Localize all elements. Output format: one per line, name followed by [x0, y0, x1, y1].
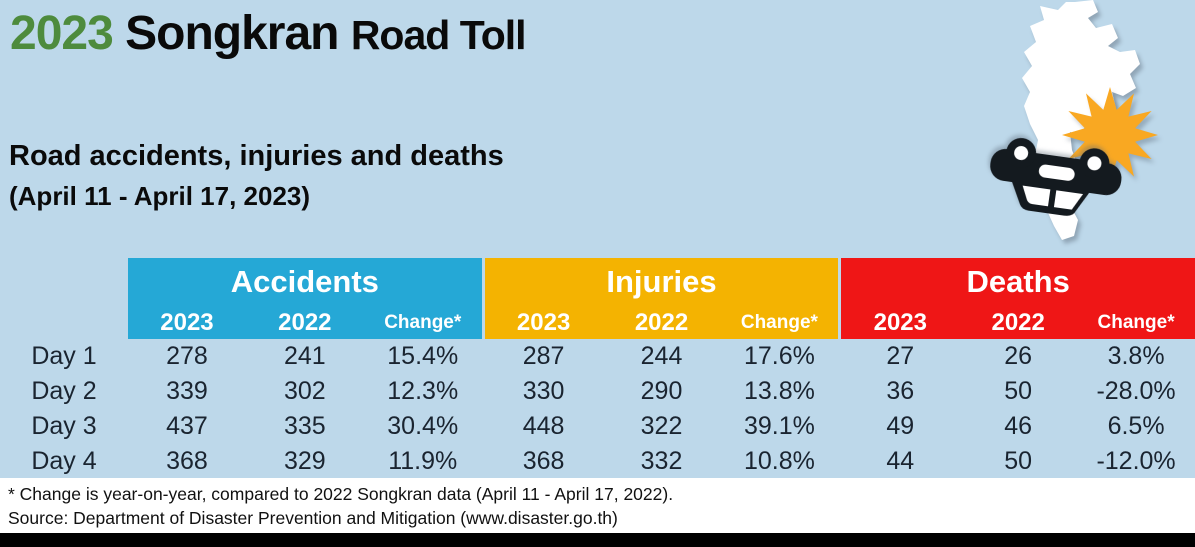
- value-cell: 368: [166, 447, 208, 475]
- deaths-cells: 44 50 -12.0%: [841, 444, 1195, 479]
- subheader-2023: 2023: [516, 308, 571, 336]
- table-row-day1: Day 1 278 241 15.4% 287 244 17.6% 27 26 …: [0, 339, 1195, 374]
- injuries-cells: 368 332 10.8%: [485, 444, 839, 479]
- group-title-injuries: Injuries: [606, 264, 717, 299]
- subheader-change: Change*: [384, 311, 462, 333]
- value-cell: 17.6%: [743, 342, 815, 370]
- column-group-deaths: Deaths 2023 2022 Change*: [841, 258, 1195, 339]
- value-cell: 330: [522, 377, 565, 405]
- title-main: Songkran: [112, 7, 351, 60]
- subheader-2023: 2023: [160, 308, 214, 336]
- value-cell: 287: [522, 342, 565, 370]
- injuries-cells: 330 290 13.8%: [485, 374, 839, 409]
- table-header: Accidents 2023 2022 Change* Injuries 202…: [0, 258, 1195, 339]
- overturned-car-icon: [990, 138, 1122, 216]
- value-cell: 332: [640, 447, 683, 475]
- value-cell: 11.9%: [388, 447, 458, 475]
- value-cell: 3.8%: [1107, 342, 1165, 370]
- title-year: 2023: [10, 7, 114, 60]
- day-column-spacer: [0, 258, 128, 339]
- subtitle: Road accidents, injuries and deaths (Apr…: [9, 140, 504, 212]
- value-cell: 368: [522, 447, 565, 475]
- value-cell: 241: [283, 342, 326, 370]
- subheader-2022: 2022: [278, 308, 332, 336]
- subtitle-line2: (April 11 - April 17, 2023): [9, 181, 311, 212]
- value-cell: 290: [640, 377, 683, 405]
- value-cell: 36: [886, 377, 915, 405]
- value-cell: 322: [640, 412, 683, 440]
- value-cell: 30.4%: [387, 412, 459, 440]
- value-cell: 335: [283, 412, 326, 440]
- value-cell: 27: [886, 342, 915, 370]
- deaths-cells: 49 46 6.5%: [841, 409, 1195, 444]
- row-label: Day 2: [31, 377, 97, 405]
- accidents-cells: 437 335 30.4%: [128, 409, 482, 444]
- value-cell: -12.0%: [1096, 447, 1176, 475]
- value-cell: 448: [522, 412, 565, 440]
- value-cell: 12.3%: [387, 377, 459, 405]
- title-suffix: Road Toll: [350, 12, 527, 58]
- value-cell: 244: [640, 342, 683, 370]
- value-cell: 278: [166, 342, 208, 370]
- subtitle-line1: Road accidents, injuries and deaths: [9, 140, 504, 172]
- group-title-accidents: Accidents: [230, 264, 379, 299]
- value-cell: -28.0%: [1096, 377, 1176, 405]
- road-toll-table: Accidents 2023 2022 Change* Injuries 202…: [0, 258, 1195, 479]
- value-cell: 437: [166, 412, 208, 440]
- accidents-cells: 339 302 12.3%: [128, 374, 482, 409]
- value-cell: 10.8%: [743, 447, 815, 475]
- value-cell: 49: [886, 412, 915, 440]
- column-group-accidents: Accidents 2023 2022 Change*: [128, 258, 482, 339]
- value-cell: 15.4%: [387, 342, 459, 370]
- subheaders-deaths: 2023 2022 Change*: [841, 306, 1195, 339]
- subheaders-injuries: 2023 2022 Change*: [485, 306, 839, 339]
- table-row-day4: Day 4 368 329 11.9% 368 332 10.8% 44 50 …: [0, 444, 1195, 479]
- deaths-cells: 27 26 3.8%: [841, 339, 1195, 374]
- column-group-injuries: Injuries 2023 2022 Change*: [484, 258, 839, 339]
- deaths-cells: 36 50 -28.0%: [841, 374, 1195, 409]
- subheader-change: Change*: [740, 311, 818, 333]
- accidents-cells: 278 241 15.4%: [128, 339, 482, 374]
- page-title: 2023 Songkran Road Toll: [10, 7, 527, 60]
- footer: * Change is year-on-year, compared to 20…: [0, 478, 1195, 533]
- value-cell: 6.5%: [1107, 412, 1165, 440]
- row-label: Day 1: [31, 342, 97, 370]
- row-label: Day 4: [31, 447, 97, 475]
- subheader-2023: 2023: [873, 308, 927, 336]
- crash-graphic: [975, 0, 1195, 252]
- footnote: * Change is year-on-year, compared to 20…: [8, 484, 674, 504]
- injuries-cells: 448 322 39.1%: [485, 409, 839, 444]
- accidents-cells: 368 329 11.9%: [128, 444, 482, 479]
- value-cell: 329: [283, 447, 326, 475]
- bottom-black-bar: [0, 533, 1195, 547]
- value-cell: 302: [283, 377, 326, 405]
- value-cell: 50: [1004, 377, 1033, 405]
- group-title-deaths: Deaths: [966, 264, 1070, 299]
- value-cell: 50: [1004, 447, 1033, 475]
- value-cell: 339: [166, 377, 208, 405]
- injuries-cells: 287 244 17.6%: [485, 339, 839, 374]
- value-cell: 44: [886, 447, 915, 475]
- row-label: Day 3: [31, 412, 97, 440]
- crash-burst-icon: [1062, 87, 1158, 183]
- value-cell: 13.8%: [743, 377, 815, 405]
- subheader-2022: 2022: [991, 308, 1045, 336]
- subheader-2022: 2022: [634, 308, 689, 336]
- table-row-day3: Day 3 437 335 30.4% 448 322 39.1% 49 46 …: [0, 409, 1195, 444]
- subheaders-accidents: 2023 2022 Change*: [128, 306, 482, 339]
- value-cell: 39.1%: [743, 412, 815, 440]
- value-cell: 46: [1004, 412, 1033, 440]
- subheader-change: Change*: [1097, 311, 1175, 333]
- source-line: Source: Department of Disaster Preventio…: [8, 508, 618, 528]
- table-row-day2: Day 2 339 302 12.3% 330 290 13.8% 36 50 …: [0, 374, 1195, 409]
- value-cell: 26: [1004, 342, 1033, 370]
